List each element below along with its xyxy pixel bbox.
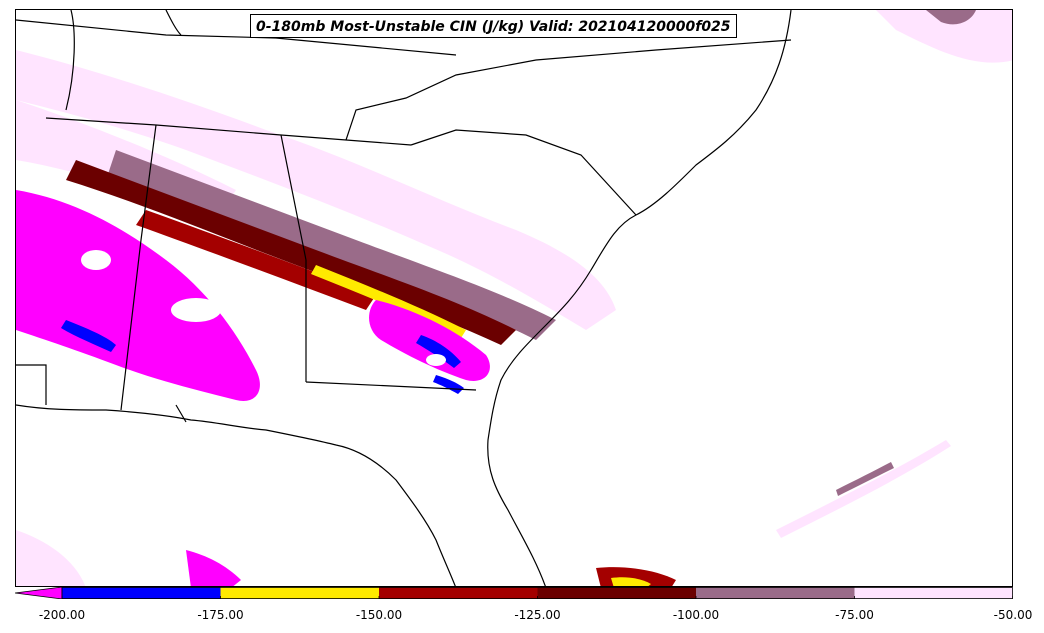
colorbar-segment (854, 587, 1013, 599)
colorbar-tick-label: -200.00 (38, 608, 86, 622)
cin-hole (426, 354, 446, 366)
map-lines (16, 10, 792, 586)
colorbar-segment (220, 587, 379, 599)
cin-ne-mauve (926, 10, 976, 25)
cin-gulf-magenta-2 (186, 550, 241, 586)
colorbar-extend-under (15, 587, 63, 599)
cin-band-blue (61, 320, 116, 352)
cin-band-blue-3 (433, 375, 464, 394)
cin-band-blue-2 (416, 335, 461, 368)
colorbar-segment (379, 587, 538, 599)
colorbar-tick-label: -75.00 (835, 608, 874, 622)
colorbar-tick-label: -50.00 (993, 608, 1033, 622)
cin-hole (171, 298, 221, 322)
cin-ne-pale (876, 10, 1012, 63)
cin-map (16, 10, 1012, 586)
state-border (165, 10, 182, 36)
cin-band-mauve (106, 150, 556, 340)
colorbar-segment (696, 587, 855, 599)
colorbar-segment (62, 587, 221, 599)
colorbar (15, 587, 1013, 599)
map-title: 0-180mb Most-Unstable CIN (J/kg) Valid: … (250, 14, 737, 38)
colorbar-tick-label: -150.00 (355, 608, 403, 622)
gulf-coastline (16, 404, 456, 586)
cin-hole (81, 250, 111, 270)
state-border (280, 134, 307, 382)
state-border (305, 381, 477, 391)
cin-atlantic-streak (776, 440, 951, 538)
state-border (16, 364, 47, 405)
cin-gulf-pale (16, 530, 86, 586)
colorbar-segment (537, 587, 696, 599)
colorbar-tick-label: -175.00 (197, 608, 244, 622)
cin-band-red (136, 210, 376, 310)
cin-gulf-yellow (611, 577, 651, 586)
colorbar-tick-label: -100.00 (672, 608, 720, 622)
state-border (65, 10, 75, 111)
cin-band-pale (16, 50, 616, 330)
cin-band-magenta (16, 190, 260, 401)
state-border (345, 39, 792, 141)
cin-band-darkred (66, 160, 516, 345)
cin-atlantic-streak-mauve (836, 462, 894, 496)
colorbar-tick-label: -125.00 (514, 608, 561, 622)
cin-shading (16, 10, 1012, 586)
state-border (120, 124, 157, 411)
state-border (16, 19, 457, 56)
map-frame (15, 9, 1013, 587)
state-border (175, 404, 187, 423)
atlantic-coastline (487, 10, 792, 586)
colorbar-tick-labels: -200.00 -175.00 -150.00 -125.00 -100.00 -75.0… (0, 603, 1044, 627)
state-border (410, 129, 637, 216)
